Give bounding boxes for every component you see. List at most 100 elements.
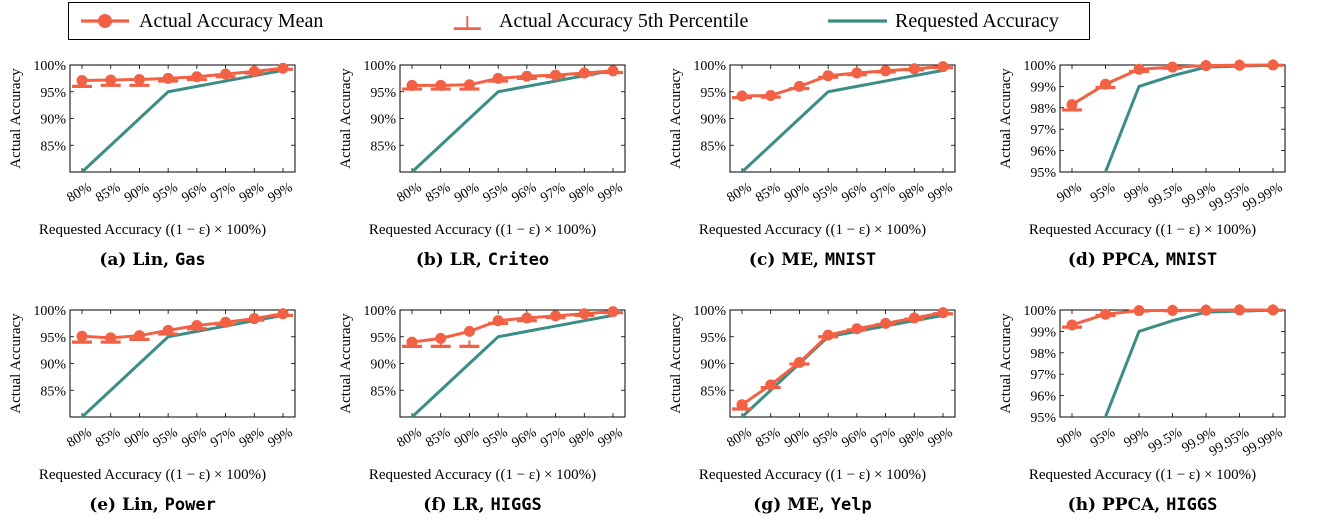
mean-point (736, 90, 748, 102)
mean-point (1100, 78, 1111, 90)
mean-point (162, 72, 174, 84)
y-axis-label: Actual Accuracy (338, 313, 354, 414)
mean-point (1167, 61, 1178, 73)
x-tick-label: 85% (753, 180, 783, 206)
y-axis-label: Actual Accuracy (338, 68, 354, 169)
y-tick-label: 100% (1023, 59, 1056, 74)
x-tick-label: 80% (725, 180, 755, 206)
x-tick-label: 95% (1088, 180, 1118, 206)
x-axis-label: Requested Accuracy ((1 − ε) × 100%) (369, 467, 596, 483)
y-axis-label: Actual Accuracy (8, 68, 24, 169)
x-tick-label: 99% (266, 180, 296, 206)
x-axis-label: Requested Accuracy ((1 − ε) × 100%) (1029, 467, 1256, 483)
mean-point (1066, 319, 1078, 331)
legend-item-requested: Requested Accuracy (817, 3, 1059, 39)
mean-point (937, 61, 949, 73)
x-tick-label: 95% (481, 425, 511, 451)
y-tick-label: 90% (700, 113, 726, 128)
x-tick-label: 97% (208, 425, 238, 451)
x-tick-label: 96% (510, 425, 540, 451)
x-tick-label: 95% (151, 425, 181, 451)
caption-dataset: Gas (174, 250, 206, 270)
mean-point (607, 306, 619, 318)
mean-point (492, 72, 504, 84)
caption-label: (f) LR, (423, 495, 491, 515)
y-axis-label: Actual Accuracy (8, 313, 24, 414)
mean-point (1200, 60, 1212, 72)
y-tick-label: 100% (1023, 304, 1056, 319)
y-tick-label: 90% (370, 358, 396, 373)
mean-point (908, 312, 920, 324)
y-tick-label: 85% (700, 384, 726, 399)
y-tick-label: 90% (700, 358, 726, 373)
x-axis-label: Requested Accuracy ((1 − ε) × 100%) (39, 467, 266, 483)
chart-3: 85%90%95%100%80%85%90%95%96%97%98%99%Act… (668, 59, 956, 238)
legend-label-requested: Requested Accuracy (895, 9, 1059, 32)
x-tick-label: 80% (65, 180, 95, 206)
mean-point (76, 330, 88, 342)
mean-point (463, 325, 475, 337)
caption-dataset: Criteo (487, 250, 550, 270)
mean-point (822, 70, 834, 82)
x-tick-label: 90% (452, 180, 482, 206)
x-tick-label: 95% (811, 425, 841, 451)
mean-point (736, 399, 748, 411)
x-tick-label: 97% (868, 425, 898, 451)
x-tick-label: 80% (395, 180, 425, 206)
series-line-requested (80, 313, 284, 417)
x-tick-label: 90% (782, 425, 812, 451)
mean-point (463, 79, 475, 91)
x-tick-label: 80% (395, 425, 425, 451)
caption-label: (d) PPCA, (1067, 250, 1166, 270)
mean-point (578, 308, 590, 320)
x-axis-label: Requested Accuracy ((1 − ε) × 100%) (39, 222, 266, 238)
mean-point (248, 65, 260, 77)
mean-point (277, 308, 289, 320)
y-tick-label: 85% (40, 384, 66, 399)
x-tick-label: 98% (237, 180, 267, 206)
x-tick-label: 99.5% (1146, 425, 1185, 456)
mean-point (435, 79, 447, 91)
mean-point (133, 73, 145, 85)
mean-point (521, 70, 533, 82)
mean-point (793, 80, 805, 92)
chart-8: 95%96%97%98%99%100%90% 95% 99%99.5%99.9%99… (998, 304, 1286, 483)
caption-label: (a) Lin, (99, 250, 175, 270)
y-tick-label: 85% (700, 139, 726, 154)
y-tick-label: 95% (370, 86, 396, 101)
x-tick-label: 97% (538, 180, 568, 206)
x-axis-label: Requested Accuracy ((1 − ε) × 100%) (1029, 222, 1256, 238)
caption-7: (g) ME, Yelp (653, 495, 973, 515)
mean-point (133, 330, 145, 342)
mean-point (765, 379, 777, 391)
caption-5: (e) Lin, Power (0, 495, 313, 515)
mean-point (908, 63, 920, 75)
x-tick-label: 95% (481, 180, 511, 206)
mean-point (578, 67, 590, 79)
y-tick-label: 100% (363, 304, 396, 319)
legend-symbol-p5 (453, 15, 481, 30)
legend-label-mean: Actual Accuracy Mean (139, 9, 324, 32)
y-tick-label: 96% (1030, 390, 1056, 405)
mean-point (162, 324, 174, 336)
caption-label: (b) LR, (415, 250, 488, 270)
x-axis-label: Requested Accuracy ((1 − ε) × 100%) (699, 222, 926, 238)
y-tick-label: 90% (40, 113, 66, 128)
mean-point (76, 75, 88, 87)
y-tick-label: 100% (693, 304, 726, 319)
x-tick-label: 99% (596, 180, 626, 206)
caption-dataset: MNIST (824, 250, 877, 270)
y-tick-label: 90% (40, 358, 66, 373)
y-tick-label: 96% (1030, 145, 1056, 160)
plot-frame (1059, 64, 1286, 173)
caption-dataset: MNIST (1165, 250, 1218, 270)
chart-7: 85%90%95%100%80%85%90%95%96%97%98%99%Act… (668, 304, 956, 483)
caption-1: (a) Lin, Gas (0, 250, 313, 270)
mean-point (1100, 308, 1111, 320)
legend-label-p5: Actual Accuracy 5th Percentile (499, 9, 749, 32)
mean-point (220, 68, 232, 80)
mean-point (822, 329, 834, 341)
x-tick-label: 98% (897, 180, 927, 206)
mean-point (550, 69, 562, 81)
x-tick-label: 99% (596, 425, 626, 451)
